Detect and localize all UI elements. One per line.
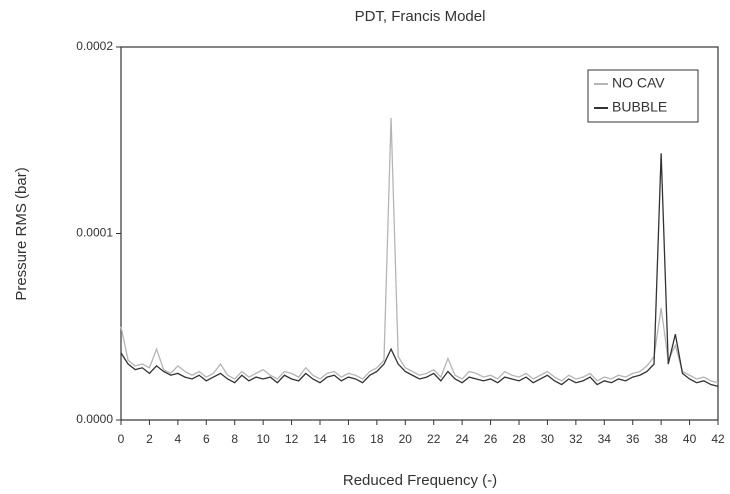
x-tick-label: 18 [370, 432, 384, 446]
x-tick-label: 16 [342, 432, 356, 446]
legend-label: BUBBLE [612, 99, 667, 115]
x-tick-label: 28 [512, 432, 526, 446]
x-axis-label: Reduced Frequency (-) [343, 472, 497, 489]
y-tick-label: 0.0002 [76, 39, 113, 53]
x-tick-label: 34 [598, 432, 612, 446]
x-tick-label: 32 [569, 432, 583, 446]
x-tick-label: 20 [399, 432, 413, 446]
x-tick-label: 14 [313, 432, 327, 446]
y-tick-label: 0.0001 [76, 226, 113, 240]
series-line [120, 117, 719, 384]
x-tick-label: 24 [455, 432, 469, 446]
x-tick-label: 40 [683, 432, 697, 446]
x-tick-label: 30 [541, 432, 555, 446]
x-tick-label: 42 [711, 432, 725, 446]
x-tick-label: 38 [654, 432, 668, 446]
x-tick-label: 6 [203, 432, 210, 446]
chart-title: PDT, Francis Model [355, 8, 486, 25]
x-tick-label: 22 [427, 432, 441, 446]
x-tick-label: 4 [175, 432, 182, 446]
series-line [120, 153, 719, 388]
x-tick-label: 10 [256, 432, 270, 446]
y-tick-label: 0.0000 [76, 412, 113, 426]
x-tick-label: 26 [484, 432, 498, 446]
x-tick-label: 36 [626, 432, 640, 446]
x-tick-label: 0 [118, 432, 125, 446]
x-tick-label: 8 [231, 432, 238, 446]
y-axis-label: Pressure RMS (bar) [13, 167, 30, 300]
legend-box [587, 69, 699, 123]
x-tick-label: 12 [285, 432, 299, 446]
x-tick-label: 2 [146, 432, 153, 446]
legend-label: NO CAV [612, 75, 665, 91]
